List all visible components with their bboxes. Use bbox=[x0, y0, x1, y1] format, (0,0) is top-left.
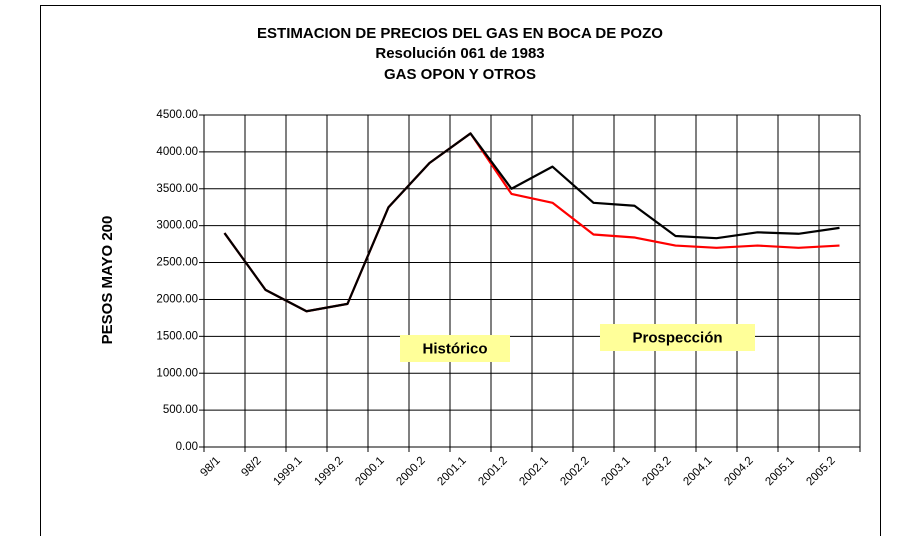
annotation: Prospección bbox=[632, 329, 722, 346]
chart-subtitle: Resolución 061 de 1983 bbox=[375, 45, 544, 62]
y-tick-label: 2000.00 bbox=[156, 293, 198, 305]
y-tick-label: 500.00 bbox=[163, 404, 198, 416]
y-tick-label: 1000.00 bbox=[156, 367, 198, 379]
y-tick-label: 4500.00 bbox=[156, 109, 198, 121]
y-axis-label: PESOS MAYO 200 bbox=[99, 216, 116, 345]
annotation: Histórico bbox=[422, 340, 487, 357]
y-tick-label: 3500.00 bbox=[156, 183, 198, 195]
y-tick-label: 2500.00 bbox=[156, 257, 198, 269]
y-tick-label: 1500.00 bbox=[156, 330, 198, 342]
chart-title: ESTIMACION DE PRECIOS DEL GAS EN BOCA DE… bbox=[257, 25, 663, 42]
chart-subtitle: GAS OPON Y OTROS bbox=[384, 66, 536, 83]
y-tick-label: 0.00 bbox=[176, 441, 198, 453]
annotation-box bbox=[600, 324, 755, 351]
y-tick-label: 4000.00 bbox=[156, 146, 198, 158]
y-tick-label: 3000.00 bbox=[156, 220, 198, 232]
series-line bbox=[223, 132, 840, 313]
chart-frame bbox=[40, 5, 881, 536]
annotation-box bbox=[400, 335, 510, 362]
